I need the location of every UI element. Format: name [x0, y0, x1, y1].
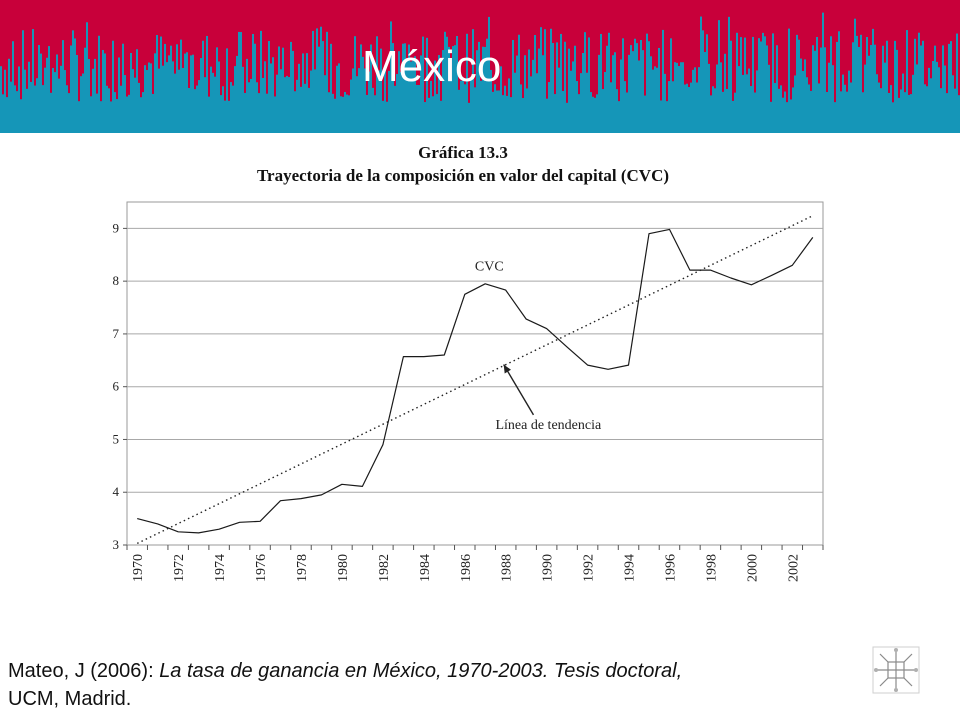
- cvc-series-line: [137, 228, 814, 534]
- y-tick-label: 3: [113, 537, 120, 552]
- annotation-cvc: CVC: [475, 260, 504, 275]
- x-tick-label: 1976: [254, 554, 269, 582]
- plot-frame: [126, 201, 824, 546]
- figure-label: Gráfica 13.3: [418, 143, 508, 162]
- citation: Mateo, J (2006): La tasa de ganancia en …: [8, 657, 848, 713]
- citation-place: UCM, Madrid.: [8, 688, 132, 710]
- x-tick-label: 1970: [131, 554, 146, 582]
- citation-author: Mateo, J (2006):: [8, 660, 160, 682]
- x-tick-label: 1990: [541, 554, 556, 582]
- x-tick-label: 1984: [418, 554, 433, 582]
- navigation-logo-icon[interactable]: [872, 646, 920, 694]
- figure-caption: Gráfica 13.3 Trayectoria de la composici…: [0, 141, 926, 187]
- y-tick-label: 8: [113, 273, 120, 288]
- y-tick-label: 6: [113, 379, 120, 394]
- x-tick-label: 2002: [786, 554, 801, 582]
- cvc-line-chart: 3 4 5 6 7 8 9 1970 1972 1974 1976 1978 1980 1982 1984 1…: [113, 201, 824, 582]
- x-tick-label: 1974: [213, 554, 228, 582]
- x-tick-label: 1996: [663, 554, 678, 582]
- annotation-arrowhead: [503, 364, 512, 374]
- x-tick-label: 1982: [377, 554, 392, 582]
- y-tick-label: 7: [113, 326, 120, 341]
- x-tick-label: 1978: [295, 554, 310, 582]
- x-tick-label: 1972: [172, 554, 187, 582]
- slide-title: México: [362, 42, 502, 91]
- trend-line: [136, 215, 814, 545]
- x-tick-label: 1988: [500, 554, 515, 582]
- citation-work: La tasa de ganancia en México, 1970-2003…: [159, 660, 683, 682]
- x-tick-label: 1992: [582, 554, 597, 582]
- x-tick-label: 2000: [745, 554, 760, 582]
- banner-bars: [0, 12, 960, 133]
- x-tick-label: 1994: [623, 554, 638, 582]
- annotation-trend: Línea de tendencia: [495, 418, 602, 433]
- x-tick-label: 1980: [336, 554, 351, 582]
- y-tick-label: 5: [113, 431, 120, 446]
- figure-title: Trayectoria de la composición en valor d…: [256, 166, 670, 185]
- y-tick-label: 9: [113, 220, 120, 235]
- y-tick-label: 4: [113, 484, 120, 499]
- x-tick-label: 1986: [459, 554, 474, 582]
- x-tick-label: 1998: [704, 554, 719, 582]
- slide-header-banner: [0, 0, 960, 133]
- annotation-arrow: [503, 364, 535, 416]
